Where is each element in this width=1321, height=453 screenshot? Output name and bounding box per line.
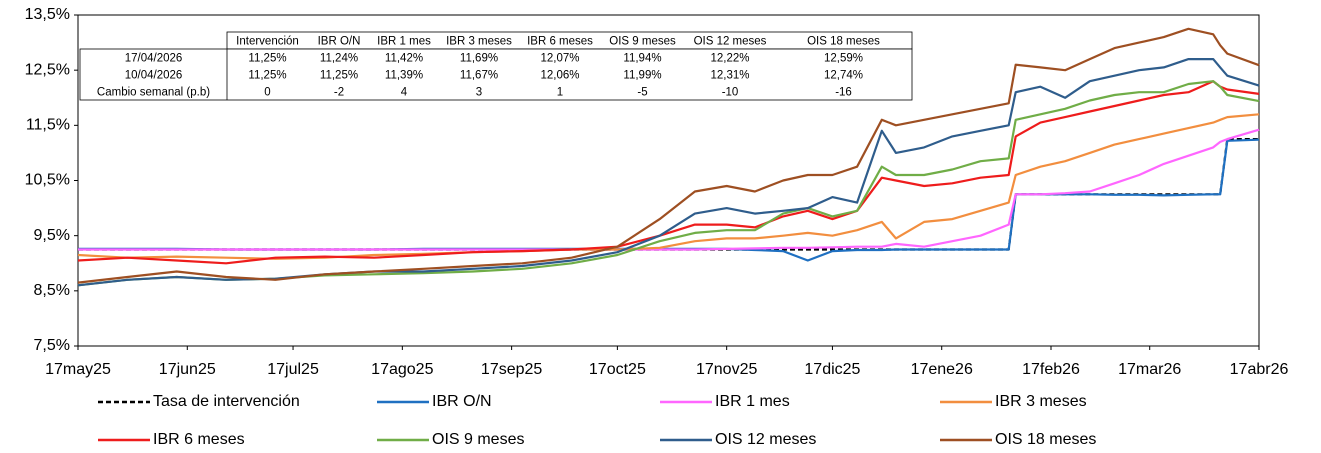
y-tick-label: 9,5%	[34, 227, 70, 244]
table-cell: 3	[476, 87, 482, 99]
table-header: IBR 3 meses	[446, 36, 512, 48]
table-cell: 11,25%	[248, 53, 286, 65]
legend-label: Tasa de intervención	[153, 393, 300, 410]
table-row-label: 10/04/2026	[125, 70, 183, 82]
table-bg	[79, 48, 913, 101]
y-tick-label: 11,5%	[26, 117, 70, 134]
x-tick-label: 17jul25	[267, 361, 319, 378]
table-header: Intervención	[236, 36, 299, 48]
data-table: Intervención IBR O/N IBR 1 mes IBR 3 meses I…	[79, 31, 913, 101]
legend-label: IBR O/N	[432, 393, 492, 410]
table-cell: 1	[557, 87, 563, 99]
table-cell: 11,24%	[320, 53, 358, 65]
table-cell: 11,25%	[248, 70, 286, 82]
legend: Tasa de intervención IBR O/N IBR 1 mes IBR …	[98, 393, 1096, 448]
table-cell: 11,99%	[623, 70, 661, 82]
x-tick-label: 17feb26	[1022, 361, 1080, 378]
x-tick-label: 17mar26	[1118, 361, 1181, 378]
table-cell: 12,59%	[824, 53, 863, 65]
table-cell: 0	[264, 87, 270, 99]
x-tick-label: 17may25	[45, 361, 111, 378]
table-row-label: 17/04/2026	[125, 53, 183, 65]
y-tick-label: 13,5%	[25, 6, 70, 23]
table-cell: 12,06%	[540, 70, 579, 82]
x-tick-label: 17ene26	[911, 361, 973, 378]
series-line	[77, 80, 1260, 265]
table-header: IBR 6 meses	[527, 36, 593, 48]
series-line	[77, 80, 1260, 287]
table-cell: 12,22%	[710, 53, 749, 65]
legend-label: OIS 12 meses	[715, 431, 816, 448]
table-row-label: Cambio semanal (p.b)	[97, 87, 210, 99]
legend-label: OIS 18 meses	[995, 431, 1096, 448]
series-line	[77, 113, 1260, 260]
table-cell: 12,74%	[824, 70, 863, 82]
table-cell: 11,42%	[385, 53, 423, 65]
lines	[77, 27, 1260, 287]
y-tick-label: 8,5%	[34, 282, 70, 299]
legend-label: IBR 1 mes	[715, 393, 790, 410]
table-cell: -2	[334, 87, 344, 99]
x-tick-label: 17sep25	[481, 361, 542, 378]
legend-label: OIS 9 meses	[432, 431, 524, 448]
series-line	[78, 138, 1260, 262]
table-cell: 11,94%	[623, 53, 661, 65]
table-header: IBR O/N	[318, 36, 361, 48]
table-header: OIS 18 meses	[807, 36, 880, 48]
table-cell: 4	[401, 87, 408, 99]
x-tick-label: 17nov25	[696, 361, 757, 378]
table-header: OIS 12 meses	[694, 36, 767, 48]
x-tick-label: 17ago25	[371, 361, 433, 378]
table-cell: -5	[637, 87, 647, 99]
table-cell: 11,39%	[385, 70, 423, 82]
table-cell: 12,31%	[710, 70, 749, 82]
y-tick-label: 10,5%	[25, 172, 70, 189]
legend-label: IBR 6 meses	[153, 431, 245, 448]
table-cell: -16	[835, 87, 852, 99]
table-cell: -10	[722, 87, 739, 99]
y-tick-label: 7,5%	[34, 337, 70, 354]
x-tick-label: 17abr26	[1230, 361, 1289, 378]
x-tick-label: 17oct25	[589, 361, 646, 378]
table-cell: 11,69%	[460, 53, 498, 65]
axes: 7,5% 8,5% 9,5% 10,5% 11,5% 12,5% 13,5% 17may25 1…	[25, 6, 1289, 378]
table-header: IBR 1 mes	[377, 36, 431, 48]
y-tick-label: 12,5%	[25, 61, 70, 78]
table-header: OIS 9 meses	[609, 36, 676, 48]
x-tick-label: 17dic25	[804, 361, 860, 378]
table-cell: 12,07%	[540, 53, 579, 65]
table-cell: 11,67%	[460, 70, 498, 82]
table-cell: 11,25%	[320, 70, 358, 82]
series-line	[77, 27, 1260, 284]
legend-label: IBR 3 meses	[995, 393, 1087, 410]
x-tick-label: 17jun25	[159, 361, 216, 378]
series-line	[78, 128, 1260, 251]
